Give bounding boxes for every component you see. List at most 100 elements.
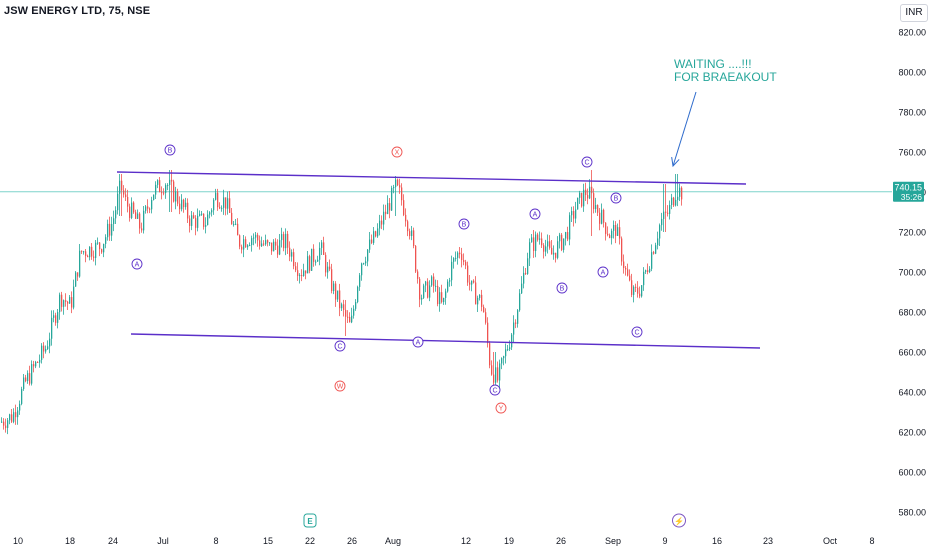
candle-body [455,257,457,259]
wave-label-b: B [556,282,568,294]
wave-label-text: C [337,344,342,351]
price-tag-timer: 35:26 [901,192,923,202]
candle-body [251,238,253,246]
candle-body [25,377,27,382]
candle-body [629,275,631,281]
currency-button[interactable]: INR [900,4,928,22]
candle-body [427,281,429,298]
candle-body [531,237,533,243]
annotation-arrowhead [671,157,680,168]
candle-body [89,246,91,258]
candle-body [45,348,47,352]
candle-body [651,252,653,269]
candle-body [153,194,155,200]
candle-body [225,197,227,209]
candle-body [59,294,61,313]
y-tick-label: 640.00 [898,388,926,398]
wave-label-text: A [135,262,140,269]
candle-body [51,317,53,339]
candle-body [301,275,303,277]
candle-body [165,185,167,193]
candle-body [385,211,387,215]
candle-body [555,252,557,258]
wave-label-text: C [492,388,497,395]
candle-body [339,290,341,309]
candle-body [489,343,491,366]
candle-body [9,414,11,421]
candle-body [511,334,513,348]
candle-body [167,184,169,186]
candle-body [121,180,123,191]
candle-body [631,280,633,295]
wave-label-circle [334,340,346,352]
candle-body [669,204,671,214]
candle-body [575,209,577,219]
candle-body [361,263,363,276]
candle-body [333,283,335,291]
candle-body [495,367,497,383]
time-axis: 10 18 24 Jul 8 15 22 26 Aug 12 19 26 Sep 9 16 23 Oct 8 [13,536,875,546]
candle-body [145,206,147,211]
wave-label-b: B [458,218,470,230]
symbol-title[interactable]: JSW ENERGY LTD, 75, NSE [4,5,151,17]
candle-body [649,268,651,272]
price-axis-bg [892,0,932,550]
candle-body [501,358,503,364]
annotation-text: WAITING ....!!! [674,57,752,71]
candle-body [209,212,211,215]
candle-body [627,269,629,276]
candle-body [417,271,419,279]
candle-body [479,294,481,298]
candle-body [551,247,553,255]
wave-label-text: A [533,212,538,219]
candle-body [547,241,549,247]
dividend-marker[interactable] [672,513,686,528]
candle-body [581,192,583,207]
candle-body [503,356,505,359]
candle-body [505,349,507,357]
candle-body [585,189,587,195]
candle-body [447,281,449,292]
candle-body [287,233,289,248]
candle-body [591,186,593,194]
x-tick-label: Jul [157,536,169,546]
candle-body [561,234,563,250]
x-tick-label: Sep [605,536,621,546]
candle-body [159,180,161,193]
candle-body [421,297,423,300]
candle-body [507,349,509,351]
candle-body [257,234,259,241]
wave-label-circle [556,282,568,294]
candle-body [211,210,213,213]
candle-body [413,230,415,246]
candle-body [199,213,201,216]
candle-body [149,208,151,210]
trendline[interactable] [116,171,747,185]
candle-body [399,185,401,188]
candle-body [357,286,359,303]
wave-label-b: B [164,144,176,156]
x-tick-label: 24 [108,536,118,546]
candle-body [29,373,31,384]
candle-body [297,270,299,276]
candle-body [195,218,197,228]
annotation-arrow [672,91,697,167]
wave-label-circle [131,258,143,270]
candle-body [315,261,317,263]
candle-body [87,255,89,258]
y-tick-label: 600.00 [898,468,926,478]
candle-body [327,266,329,273]
earnings-marker[interactable] [303,513,317,528]
trendline[interactable] [130,333,761,349]
candle-body [373,231,375,243]
candle-body [359,275,361,287]
candle-body [19,403,21,411]
candle-body [273,241,275,252]
candle-body [193,215,195,219]
candle-body [329,266,331,270]
candle-body [99,242,101,250]
candle-body [349,316,351,323]
x-tick-label: 26 [347,536,357,546]
